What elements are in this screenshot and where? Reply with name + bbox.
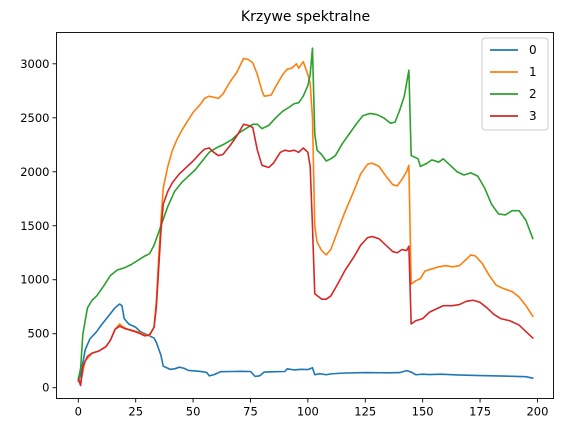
- chart-title: Krzywe spektralne: [241, 9, 370, 25]
- y-tick-label-2: 1000: [20, 273, 49, 287]
- series-line-2: [77, 47, 534, 380]
- x-tick-label-4: 100: [297, 405, 319, 419]
- y-tick-label-1: 500: [28, 327, 50, 341]
- y-tick-label-0: 0: [42, 381, 49, 395]
- x-axis: 0 25 50 75 100 125 150 175 200: [75, 398, 548, 419]
- x-tick-label-7: 175: [469, 405, 491, 419]
- x-tick-label-5: 125: [354, 405, 376, 419]
- legend-label-2: 2: [529, 87, 537, 101]
- series-line-0: [77, 303, 534, 383]
- legend-label-3: 3: [529, 109, 537, 123]
- legend-label-1: 1: [529, 65, 537, 79]
- plot-lines: [77, 47, 534, 387]
- x-tick-label-2: 50: [186, 405, 201, 419]
- x-tick-label-0: 0: [75, 405, 82, 419]
- y-tick-label-6: 3000: [20, 57, 49, 71]
- y-tick-label-5: 2500: [20, 111, 49, 125]
- x-tick-label-1: 25: [128, 405, 143, 419]
- legend: 0 1 2 3: [481, 37, 549, 131]
- x-tick-label-3: 75: [243, 405, 258, 419]
- legend-label-0: 0: [529, 43, 537, 57]
- y-tick-label-3: 1500: [20, 219, 49, 233]
- series-line-3: [77, 123, 534, 387]
- legend-box: [481, 37, 549, 131]
- plot-area-frame: [56, 32, 554, 399]
- x-tick-label-6: 150: [412, 405, 434, 419]
- x-tick-label-8: 200: [526, 405, 548, 419]
- y-axis: 0 500 1000 1500 2000 2500 3000: [20, 57, 57, 395]
- y-tick-label-4: 2000: [20, 165, 49, 179]
